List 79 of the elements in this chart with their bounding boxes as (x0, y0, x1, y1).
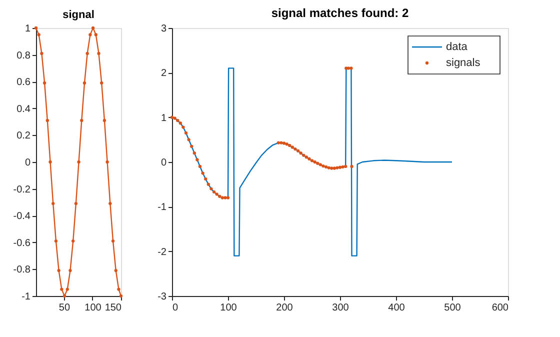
y-tick-label: -0.8 (13, 264, 31, 276)
point (338, 166, 342, 169)
y-tick-label: -3 (158, 292, 167, 302)
point (288, 144, 292, 148)
x-tick-label: 400 (388, 302, 406, 314)
point (316, 162, 320, 165)
point (341, 165, 344, 168)
point (173, 116, 176, 120)
point (206, 182, 210, 186)
point (322, 164, 325, 168)
y-tick-label: 0.2 (16, 130, 31, 142)
y-tick-label: -0.2 (13, 184, 31, 196)
point (176, 118, 180, 122)
point (327, 166, 330, 170)
x-tick-label: 100 (220, 302, 238, 314)
point (201, 172, 204, 175)
x-tick-label: 600 (492, 302, 509, 314)
chart-title: signal matches found: 2 (271, 6, 409, 20)
point (212, 190, 216, 194)
y-tick-label: -0.4 (13, 211, 31, 222)
point (313, 160, 316, 164)
point (282, 142, 286, 145)
y-tick-label: 0 (160, 158, 167, 168)
x-tick-label: 300 (332, 302, 350, 314)
point (192, 151, 196, 155)
x-tick-label: 50 (58, 302, 70, 314)
point (190, 144, 194, 148)
x-tick-label: 100 (84, 302, 102, 314)
point (350, 66, 353, 70)
legend-label: data (446, 41, 468, 53)
x-tick-label: 500 (444, 302, 462, 314)
point (196, 158, 199, 162)
point (178, 122, 182, 125)
y-tick-label: 0.8 (16, 50, 31, 62)
y-tick-label: 1 (24, 24, 31, 34)
y-tick-label: 0.4 (16, 104, 31, 115)
x-tick-label: 0 (172, 302, 178, 314)
y-tick-label: 0 (24, 158, 31, 168)
point (224, 196, 227, 200)
point (350, 164, 354, 168)
point (218, 194, 222, 198)
point (302, 154, 306, 157)
point (336, 166, 339, 170)
x-tick-label: 200 (276, 302, 294, 314)
y-tick-label: -0.6 (13, 238, 31, 249)
point (210, 187, 213, 190)
point (280, 141, 283, 144)
point (182, 126, 185, 129)
point (324, 165, 328, 168)
point (276, 141, 280, 144)
y-tick-label: 2 (160, 68, 167, 80)
point (290, 146, 294, 149)
legend-label: signals (446, 57, 481, 69)
point (330, 166, 334, 170)
y-tick-label: 3 (160, 24, 167, 34)
y-tick-label: 0.6 (16, 77, 31, 88)
point (318, 163, 322, 166)
y-tick-label: -2 (158, 246, 167, 258)
x-tick-label: 150 (104, 302, 122, 314)
point (332, 166, 336, 170)
point (294, 147, 297, 151)
y-tick-label: 1 (160, 112, 167, 124)
point (299, 151, 302, 155)
point (198, 164, 202, 168)
point (187, 138, 190, 142)
point (184, 131, 188, 135)
point (344, 164, 348, 168)
y-tick-label: -1 (22, 292, 31, 302)
point (220, 196, 224, 200)
point (226, 196, 230, 200)
point (285, 142, 288, 146)
chart-title: signal (62, 9, 94, 21)
point (204, 177, 208, 181)
point (310, 159, 314, 162)
y-tick-label: -1 (158, 202, 167, 214)
point (308, 157, 311, 160)
point (215, 192, 218, 196)
point (296, 149, 300, 152)
point (304, 156, 308, 159)
